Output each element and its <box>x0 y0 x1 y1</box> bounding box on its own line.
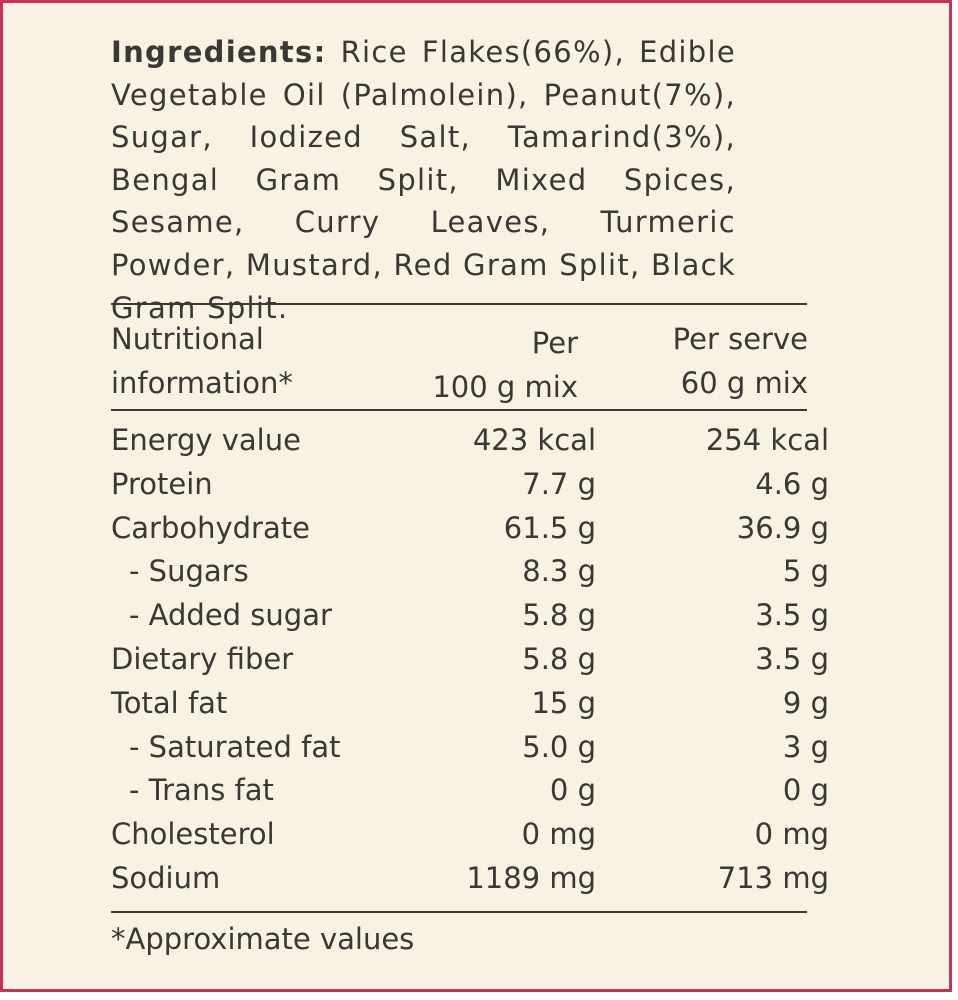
table-row: Sodium 1189 mg 713 mg <box>111 857 829 901</box>
value-per-serve: 0 g <box>782 773 829 808</box>
header-nutritional-information: Nutritional information* <box>111 317 293 405</box>
table-row: Cholesterol 0 mg 0 mg <box>111 813 829 857</box>
header-serve-line2: 60 g mix <box>680 366 808 400</box>
value-per-100g: 8.3 g <box>522 554 596 589</box>
header-name-line2: information* <box>111 366 293 400</box>
value-per-serve: 9 g <box>782 685 829 720</box>
nutrient-name: - Added sugar <box>129 598 332 633</box>
table-row: Energy value 423 kcal 254 kcal <box>111 419 829 463</box>
value-per-serve: 4.6 g <box>755 466 829 501</box>
value-per-serve: 36.9 g <box>736 510 829 545</box>
value-per-serve: 5 g <box>782 554 829 589</box>
value-per-100g: 0 mg <box>521 817 596 852</box>
table-row: Total fat 15 g 9 g <box>111 682 829 726</box>
value-per-serve: 713 mg <box>717 860 829 895</box>
nutrient-name: - Trans fat <box>129 773 274 808</box>
table-row: - Trans fat 0 g 0 g <box>111 769 829 813</box>
table-row: Protein 7.7 g 4.6 g <box>111 463 829 507</box>
header-per-100g: Per 100 g mix <box>383 321 578 409</box>
ingredients-text: Rice Flakes(66%), Edible Vegetable Oil (… <box>111 35 736 325</box>
value-per-100g: 1189 mg <box>466 860 596 895</box>
table-row: - Sugars 8.3 g 5 g <box>111 550 829 594</box>
value-per-serve: 3.5 g <box>755 598 829 633</box>
value-per-serve: 3 g <box>782 729 829 764</box>
table-bottom-rule <box>111 911 807 913</box>
value-per-100g: 61.5 g <box>503 510 596 545</box>
header-per100-line1: Per <box>531 326 578 360</box>
value-per-serve: 3.5 g <box>755 641 829 676</box>
table-top-rule <box>111 303 807 305</box>
nutrition-table: Energy value 423 kcal 254 kcal Protein 7… <box>111 419 829 901</box>
nutrient-name: Total fat <box>111 685 228 720</box>
header-name-line1: Nutritional <box>111 322 264 356</box>
nutrient-name: Protein <box>111 466 213 501</box>
table-row: - Saturated fat 5.0 g 3 g <box>111 726 829 770</box>
nutrient-name: Sodium <box>111 860 221 895</box>
header-per-serve: Per serve 60 g mix <box>603 317 808 405</box>
nutrient-name: Dietary fiber <box>111 641 294 676</box>
value-per-100g: 7.7 g <box>522 466 596 501</box>
value-per-serve: 0 mg <box>754 817 829 852</box>
nutrient-name: Carbohydrate <box>111 510 310 545</box>
table-row: Dietary fiber 5.8 g 3.5 g <box>111 638 829 682</box>
table-row: - Added sugar 5.8 g 3.5 g <box>111 594 829 638</box>
nutrient-name: Cholesterol <box>111 817 275 852</box>
value-per-100g: 0 g <box>549 773 596 808</box>
header-serve-line1: Per serve <box>672 322 808 356</box>
value-per-100g: 423 kcal <box>472 423 596 457</box>
value-per-100g: 5.8 g <box>522 641 596 676</box>
value-per-100g: 5.8 g <box>522 598 596 633</box>
value-per-100g: 5.0 g <box>522 729 596 764</box>
nutrient-name: - Sugars <box>129 554 249 589</box>
value-per-serve: 254 kcal <box>705 423 829 457</box>
header-rule <box>111 409 807 411</box>
ingredients-paragraph: Ingredients: Rice Flakes(66%), Edible Ve… <box>111 31 736 329</box>
nutrient-name: - Saturated fat <box>129 729 341 764</box>
ingredients-label: Ingredients: <box>111 35 327 69</box>
header-per100-line2: 100 g mix <box>432 370 578 404</box>
table-row: Carbohydrate 61.5 g 36.9 g <box>111 507 829 551</box>
footnote-approximate-values: *Approximate values <box>111 922 415 956</box>
nutrient-name: Energy value <box>111 423 301 457</box>
value-per-100g: 15 g <box>531 685 596 720</box>
